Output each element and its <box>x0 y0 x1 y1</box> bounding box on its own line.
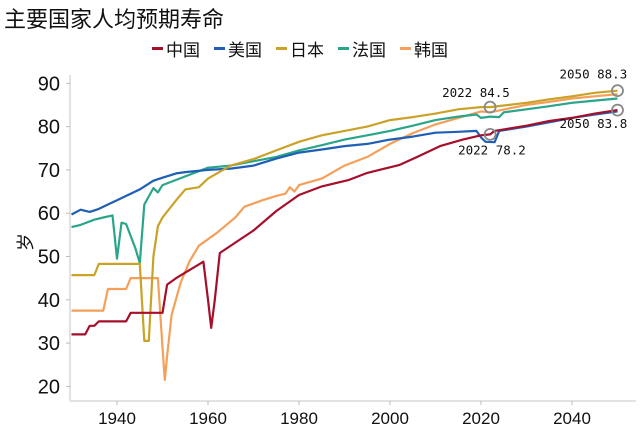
y-tick-label: 40 <box>38 290 60 312</box>
y-axis-label: 岁 <box>16 233 37 251</box>
annotation-marker <box>483 127 497 141</box>
legend-item-korea: 韩国 <box>400 36 448 61</box>
y-tick-label: 60 <box>38 203 60 225</box>
legend-label: 韩国 <box>414 41 448 61</box>
annotation-marker <box>611 84 624 98</box>
x-tick-label: 1980 <box>280 409 318 428</box>
annotation-label: 2022 84.5 <box>442 85 510 100</box>
x-tick-label: 1960 <box>189 409 227 428</box>
annotation-label: 2050 88.3 <box>560 67 628 82</box>
x-tick-label: 2040 <box>553 409 591 428</box>
legend: 中国 美国 日本 法国 韩国 <box>152 36 448 61</box>
legend-label: 中国 <box>166 41 200 61</box>
legend-item-usa: 美国 <box>214 36 262 61</box>
annotation-marker <box>611 103 624 117</box>
series-line-3 <box>71 97 618 265</box>
legend-label: 法国 <box>352 41 386 61</box>
series-line-1 <box>70 110 618 216</box>
y-tick-label: 30 <box>38 333 60 355</box>
series-line-2 <box>71 89 618 342</box>
series-line-4 <box>71 93 618 381</box>
legend-swatch <box>152 47 163 50</box>
series-line-0 <box>71 109 618 336</box>
legend-swatch <box>276 47 287 50</box>
y-tick-label: 80 <box>38 117 60 139</box>
y-tick-label: 70 <box>38 160 60 182</box>
x-tick-label: 1940 <box>98 409 136 428</box>
y-tick-label: 50 <box>38 247 60 269</box>
legend-swatch <box>214 47 225 50</box>
x-tick-label: 2020 <box>462 409 500 428</box>
legend-swatch <box>400 47 411 50</box>
x-tick-label: 2000 <box>371 409 409 428</box>
y-tick-label: 90 <box>38 73 60 95</box>
legend-item-china: 中国 <box>152 36 200 61</box>
annotation-label: 2050 83.8 <box>560 116 628 131</box>
legend-label: 美国 <box>228 41 262 61</box>
legend-label: 日本 <box>290 41 324 61</box>
legend-swatch <box>338 47 349 50</box>
legend-item-japan: 日本 <box>276 36 324 61</box>
y-tick-label: 20 <box>38 376 60 398</box>
annotation-label: 2022 78.2 <box>458 142 526 157</box>
annotation-marker <box>483 100 497 114</box>
legend-item-france: 法国 <box>338 36 386 61</box>
chart-title: 主要国家人均预期寿命 <box>4 8 225 33</box>
